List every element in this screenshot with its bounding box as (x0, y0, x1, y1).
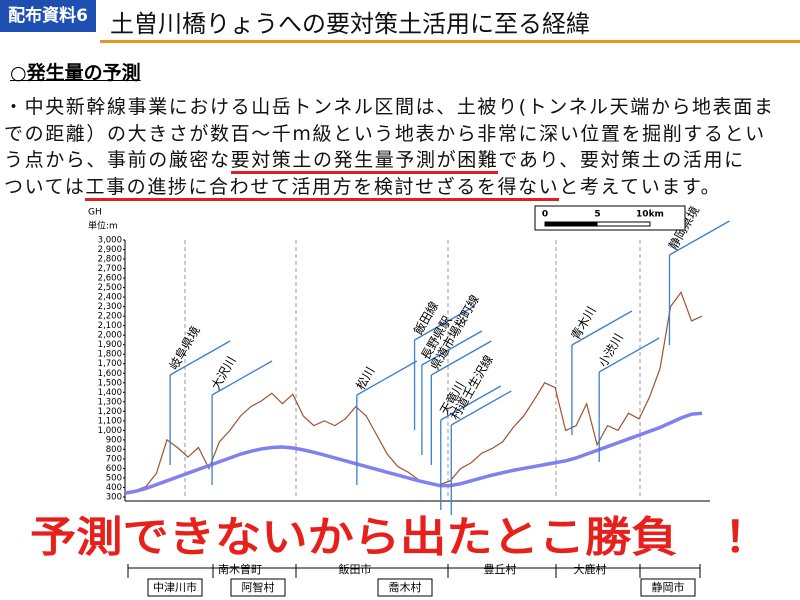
title-rule (100, 40, 800, 43)
text-run: ついては (4, 175, 86, 198)
municipality: 静岡市 (652, 580, 685, 594)
y-tick-label: 1,200 (98, 407, 122, 417)
y-tick-label: 2,800 (98, 255, 122, 265)
paragraph-line: ついては工事の進捗に合わせて活用方を検討せざるを得ないと考えています。 (4, 172, 722, 201)
y-tick-label: 1,600 (98, 369, 122, 379)
place-rule (421, 330, 483, 366)
scale-label: 10km (636, 210, 664, 220)
y-tick-label: 800 (106, 445, 122, 455)
y-tick-label: 600 (106, 464, 122, 474)
place-rule (356, 360, 418, 396)
municipality-box (147, 578, 203, 597)
scale-bar-half (545, 222, 598, 226)
municipality: 喬木村 (389, 580, 422, 594)
y-tick-label: 2,700 (98, 264, 122, 274)
profile-line (124, 411, 703, 495)
badge: 配布資料6 (0, 0, 96, 32)
y-tick-label: 1,100 (98, 416, 122, 426)
place-rule (669, 220, 730, 256)
municipality: 大鹿村 (574, 562, 607, 576)
y-tick-label: 2,200 (98, 312, 122, 322)
y-tick-label: 1,000 (98, 426, 122, 436)
municipality: 豊丘村 (484, 562, 517, 576)
slogan: 予測できないから出たとこ勝負 ！ (30, 513, 770, 562)
municipality-box (230, 578, 286, 597)
y-tick-label: 2,900 (98, 245, 122, 255)
emphasis: 工事の進捗に合わせて活用方を検討せざるを得ない (85, 175, 560, 201)
paragraph-line: う点から、事前の厳密な要対策土の発生量予測が困難であり、要対策土の活用に (4, 145, 745, 174)
text-run: での距離）の大きさが数百～千m級という地表から非常に深い位置を掘削するとい (4, 122, 766, 145)
y-tick-label: 2,600 (98, 274, 122, 284)
place-label: 松川 (353, 364, 377, 392)
title: 土曽川橋りょうへの要対策土活用に至る経緯 (110, 10, 590, 38)
place-rule (431, 340, 492, 376)
place-rule (450, 390, 512, 426)
y-tick-label: 1,400 (98, 388, 122, 398)
axis-label: GH (88, 208, 102, 218)
paragraph-line: での距離）の大きさが数百～千m級という地表から非常に深い位置を掘削するとい (4, 119, 766, 146)
place-rule (169, 340, 231, 376)
emphasis: 要対策土の発生量予測が困難 (230, 149, 499, 174)
text-run: ・中央新幹線事業における山岳トンネル区間は、土被り(トンネル天端から地表面ま (4, 96, 775, 118)
y-tick-label: 2,300 (98, 302, 122, 312)
place-rule (414, 305, 475, 341)
place-label: 青木川 (568, 304, 598, 342)
y-tick-label: 700 (106, 454, 122, 464)
y-tick-label: 2,100 (98, 321, 122, 331)
y-tick-label: 400 (106, 483, 122, 493)
municipality: 阿智村 (242, 580, 275, 594)
scale-label: 5 (594, 210, 600, 220)
place-label: 大沢川 (209, 354, 239, 392)
y-tick-label: 1,500 (98, 378, 122, 388)
municipality: 飯田市 (339, 562, 372, 576)
place-label: 小渋川 (596, 331, 626, 369)
place-rule (571, 310, 633, 346)
place-label: 岐阜県境 (166, 323, 203, 372)
y-tick-label: 300 (106, 493, 122, 503)
y-tick-label: 3,000 (98, 236, 122, 246)
y-tick-label: 2,500 (98, 283, 122, 293)
unit-label: 単位:m (88, 220, 118, 232)
y-tick-label: 2,000 (98, 331, 122, 341)
y-tick-label: 2,400 (98, 293, 122, 303)
section-heading: ○発生量の予測 (10, 62, 141, 84)
y-tick-label: 1,700 (98, 359, 122, 369)
municipality: 南木曽町 (218, 562, 262, 576)
place-rule (440, 385, 502, 421)
y-tick-label: 900 (106, 435, 122, 445)
municipality-box (640, 578, 696, 597)
y-tick-label: 1,300 (98, 397, 122, 407)
place-rule (211, 360, 273, 396)
municipality: 中津川市 (153, 580, 197, 594)
y-tick-label: 1,800 (98, 350, 122, 360)
municipality-box (377, 578, 433, 597)
scale-label: 0 (542, 210, 548, 220)
paragraph-line: ・中央新幹線事業における山岳トンネル区間は、土被り(トンネル天端から地表面ま (4, 92, 774, 119)
text-run: と考えています。 (559, 175, 722, 198)
y-tick-label: 1,900 (98, 340, 122, 350)
text-run: であり、要対策土の活用に (498, 149, 745, 171)
text-run: う点から、事前の厳密な (4, 149, 231, 171)
y-tick-label: 500 (106, 473, 122, 483)
place-rule (598, 337, 660, 373)
profile-line (124, 291, 703, 493)
